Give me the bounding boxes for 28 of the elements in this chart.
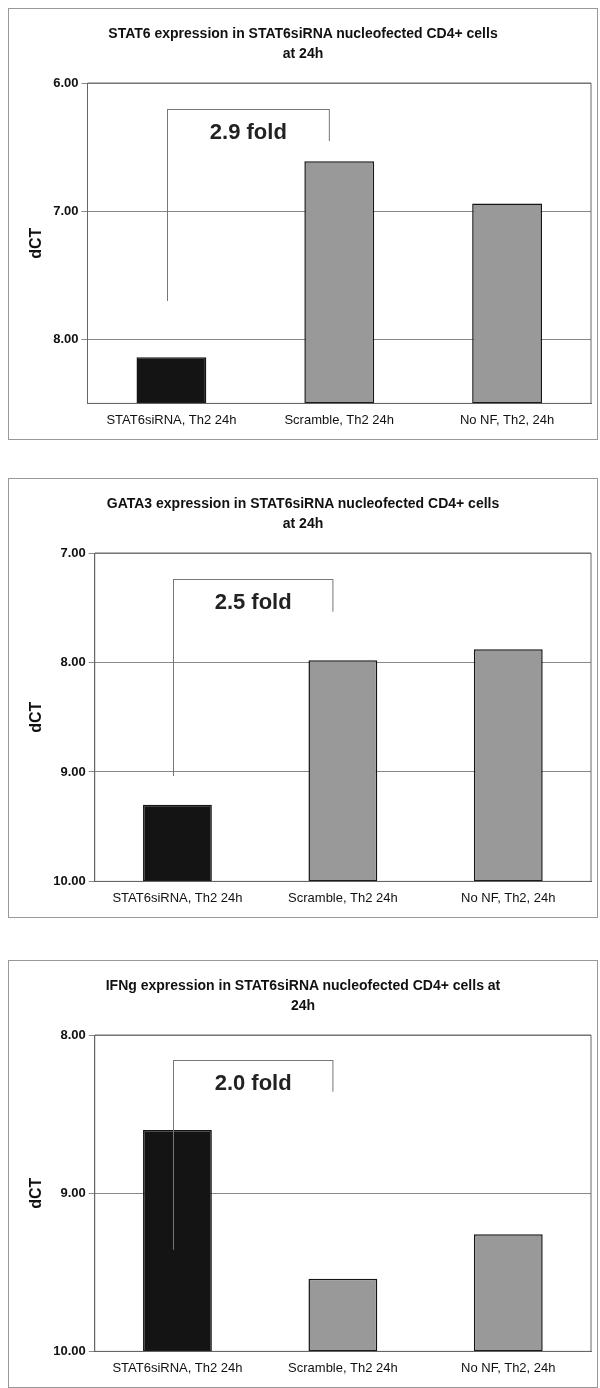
chart-title: GATA3 expression in STAT6siRNA nucleofected CD4+ cells at 24h: [105, 494, 501, 533]
y-axis-title: dCT: [27, 1177, 45, 1209]
y-axis-title: dCT: [27, 227, 45, 259]
y-tick-label: 7.00: [60, 544, 86, 560]
x-tick-label: STAT6siRNA, Th2 24h: [106, 411, 237, 427]
y-tick-label: 9.00: [60, 1184, 86, 1200]
x-tick-label: STAT6siRNA, Th2 24h: [112, 889, 243, 905]
y-tick-label: 7.00: [53, 202, 79, 218]
x-tick-label: No NF, Th2, 24h: [459, 411, 555, 427]
annotation: 2.0 fold: [214, 1070, 292, 1096]
x-tick-label: Scramble, Th2 24h: [284, 411, 395, 427]
annotation: 2.5 fold: [214, 589, 292, 615]
x-tick-label: No NF, Th2, 24h: [461, 1359, 556, 1375]
chart-title: IFNg expression in STAT6siRNA nucleofected CD4+ cells at 24h: [104, 976, 502, 1015]
y-tick-label: 10.00: [53, 872, 86, 888]
y-tick-label: 8.00: [60, 1026, 86, 1042]
y-tick-label: 6.00: [53, 74, 79, 90]
y-tick-label: 10.00: [53, 1342, 86, 1358]
y-tick-label: 8.00: [53, 330, 79, 346]
x-tick-label: STAT6siRNA, Th2 24h: [112, 1359, 243, 1375]
annotation: 2.9 fold: [209, 118, 287, 144]
y-axis-title: dCT: [27, 701, 45, 733]
y-tick-label: 8.00: [60, 654, 86, 670]
x-tick-label: No NF, Th2, 24h: [461, 889, 556, 905]
x-tick-label: Scramble, Th2 24h: [288, 889, 398, 905]
x-tick-label: Scramble, Th2 24h: [288, 1359, 398, 1375]
y-tick-label: 9.00: [60, 763, 86, 779]
chart-title: STAT6 expression in STAT6siRNA nucleofected CD4+ cells at 24h: [107, 24, 499, 63]
